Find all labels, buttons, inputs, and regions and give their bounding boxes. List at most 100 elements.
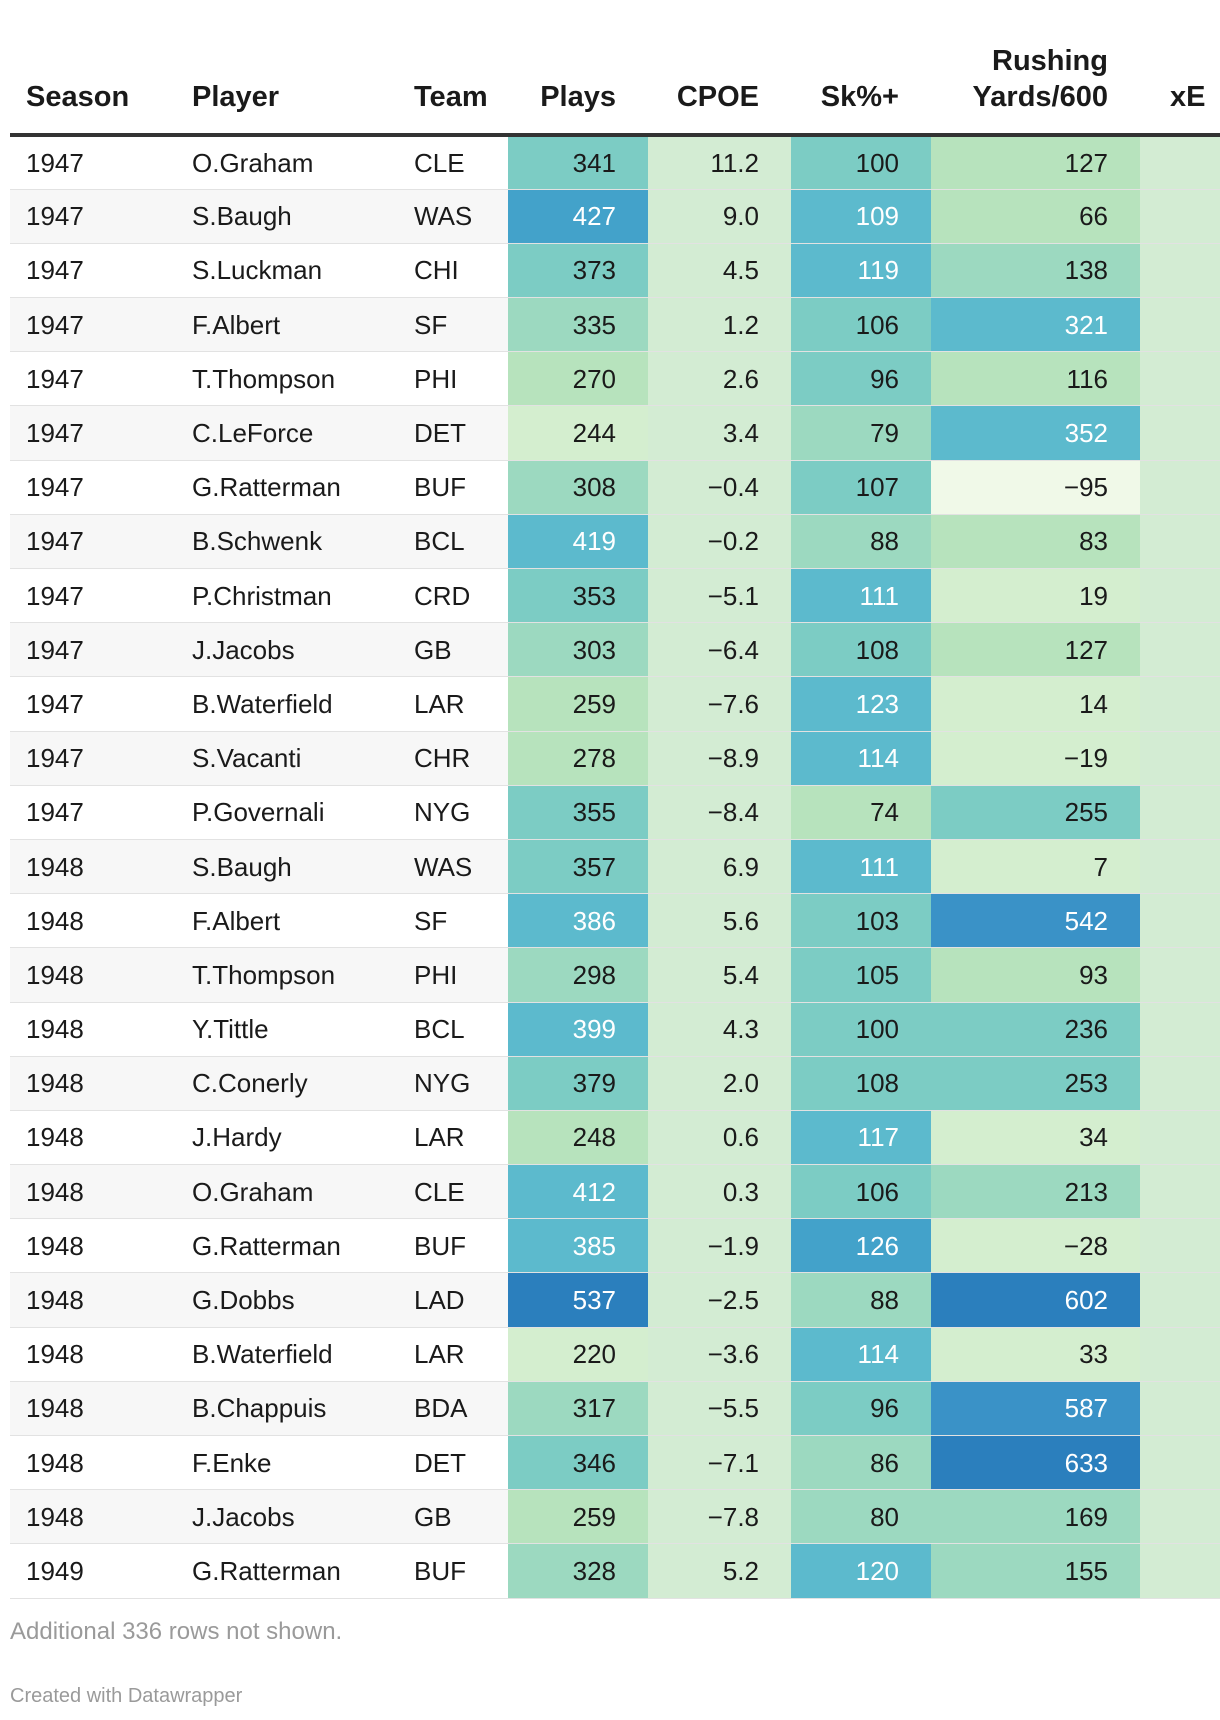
cell-cpoe: 5.6	[648, 893, 791, 949]
header-season[interactable]: Season	[10, 0, 176, 137]
cell-plays: 259	[508, 676, 648, 732]
table-row: 1948 G.Ratterman BUF 385 −1.9 126 −28	[10, 1218, 1220, 1274]
table-row: 1947 O.Graham CLE 341 11.2 100 127	[10, 135, 1220, 190]
cell-sk: 108	[791, 1056, 931, 1111]
cell-sk: 106	[791, 1164, 931, 1220]
cell-sk: 119	[791, 243, 931, 299]
credit-line: Created with Datawrapper	[10, 1685, 243, 1707]
cell-plays: 341	[508, 135, 648, 190]
header-rushing-line2: Yards/600	[972, 81, 1108, 113]
cell-team: WAS	[398, 189, 508, 244]
cell-team: CLE	[398, 1164, 508, 1220]
table-body: 1947 O.Graham CLE 341 11.2 100 127 1947 S.Baugh W…	[10, 135, 1220, 1599]
cell-team: LAR	[398, 1110, 508, 1166]
cell-cpoe: −7.8	[648, 1489, 791, 1545]
cell-plays: 412	[508, 1164, 648, 1220]
cell-cpoe: −0.4	[648, 460, 791, 515]
cell-rushing-yards: 127	[931, 622, 1140, 678]
header-plays[interactable]: Plays	[508, 0, 648, 137]
cell-cpoe: 4.3	[648, 1002, 791, 1057]
cell-plays: 220	[508, 1327, 648, 1382]
cell-sk: 120	[791, 1543, 931, 1599]
cell-player: B.Schwenk	[176, 514, 398, 570]
header-xe[interactable]: xE	[1140, 0, 1220, 137]
cell-player: J.Hardy	[176, 1110, 398, 1166]
cell-plays: 353	[508, 568, 648, 624]
cell-player: G.Ratterman	[176, 460, 398, 515]
cell-season: 1949	[10, 1543, 176, 1599]
cell-plays: 278	[508, 731, 648, 786]
cell-team: BUF	[398, 460, 508, 515]
cell-sk: 100	[791, 135, 931, 190]
cell-plays: 357	[508, 839, 648, 895]
cell-xe	[1140, 1435, 1220, 1491]
cell-cpoe: −2.5	[648, 1272, 791, 1328]
cell-plays: 373	[508, 243, 648, 299]
cell-cpoe: 0.6	[648, 1110, 791, 1166]
cell-sk: 114	[791, 731, 931, 786]
cell-season: 1948	[10, 893, 176, 949]
table-row: 1947 S.Baugh WAS 427 9.0 109 66	[10, 189, 1220, 244]
cell-plays: 259	[508, 1489, 648, 1545]
cell-rushing-yards: 33	[931, 1327, 1140, 1382]
cell-cpoe: 6.9	[648, 839, 791, 895]
cell-xe	[1140, 785, 1220, 840]
cell-team: LAR	[398, 676, 508, 732]
table-row: 1948 F.Albert SF 386 5.6 103 542	[10, 893, 1220, 949]
cell-plays: 419	[508, 514, 648, 570]
cell-season: 1948	[10, 1327, 176, 1382]
cell-plays: 308	[508, 460, 648, 515]
cell-team: WAS	[398, 839, 508, 895]
cell-player: S.Vacanti	[176, 731, 398, 786]
cell-rushing-yards: 155	[931, 1543, 1140, 1599]
cell-player: F.Enke	[176, 1435, 398, 1491]
cell-sk: 96	[791, 1381, 931, 1437]
cell-team: NYG	[398, 785, 508, 840]
cell-sk: 107	[791, 460, 931, 515]
header-player[interactable]: Player	[176, 0, 398, 137]
table-row: 1949 G.Ratterman BUF 328 5.2 120 155	[10, 1543, 1220, 1599]
footer-note: Additional 336 rows not shown.	[10, 1618, 343, 1645]
header-rushing-yards[interactable]: Rushing Yards/600	[931, 0, 1140, 137]
header-cpoe[interactable]: CPOE	[648, 0, 791, 137]
cell-season: 1948	[10, 1435, 176, 1491]
header-sk[interactable]: Sk%+	[791, 0, 931, 137]
cell-xe	[1140, 297, 1220, 353]
cell-xe	[1140, 1543, 1220, 1599]
cell-cpoe: 3.4	[648, 405, 791, 461]
cell-season: 1947	[10, 460, 176, 515]
cell-player: J.Jacobs	[176, 1489, 398, 1545]
cell-season: 1948	[10, 1272, 176, 1328]
cell-xe	[1140, 514, 1220, 570]
table-row: 1947 J.Jacobs GB 303 −6.4 108 127	[10, 622, 1220, 678]
data-table: Season Player Team Plays CPOE Sk%+ Rushi…	[10, 0, 1220, 1599]
cell-cpoe: −0.2	[648, 514, 791, 570]
cell-xe	[1140, 568, 1220, 624]
cell-sk: 86	[791, 1435, 931, 1491]
cell-player: F.Albert	[176, 893, 398, 949]
table-row: 1948 J.Jacobs GB 259 −7.8 80 169	[10, 1489, 1220, 1545]
cell-player: S.Baugh	[176, 839, 398, 895]
cell-team: BDA	[398, 1381, 508, 1437]
cell-player: P.Governali	[176, 785, 398, 840]
cell-rushing-yards: 66	[931, 189, 1140, 244]
cell-player: S.Luckman	[176, 243, 398, 299]
cell-sk: 79	[791, 405, 931, 461]
cell-xe	[1140, 243, 1220, 299]
cell-plays: 248	[508, 1110, 648, 1166]
cell-sk: 103	[791, 893, 931, 949]
cell-cpoe: −1.9	[648, 1218, 791, 1274]
cell-player: O.Graham	[176, 135, 398, 190]
table-row: 1947 P.Christman CRD 353 −5.1 111 19	[10, 568, 1220, 624]
table-row: 1948 J.Hardy LAR 248 0.6 117 34	[10, 1110, 1220, 1166]
header-team[interactable]: Team	[398, 0, 508, 137]
cell-plays: 244	[508, 405, 648, 461]
cell-rushing-yards: 587	[931, 1381, 1140, 1437]
cell-cpoe: −5.5	[648, 1381, 791, 1437]
cell-season: 1948	[10, 1002, 176, 1057]
cell-season: 1948	[10, 947, 176, 1003]
cell-plays: 270	[508, 351, 648, 407]
cell-xe	[1140, 676, 1220, 732]
table-row: 1947 F.Albert SF 335 1.2 106 321	[10, 297, 1220, 353]
cell-season: 1947	[10, 297, 176, 353]
